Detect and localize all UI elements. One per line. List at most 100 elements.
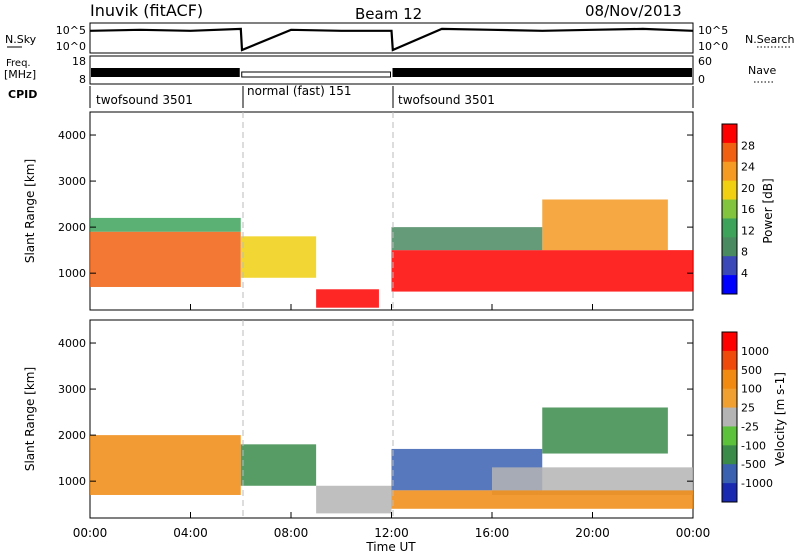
y-tick-label: 1000 — [58, 475, 86, 488]
colorbar-swatch — [722, 388, 737, 409]
colorbar-tick-label: -100 — [741, 439, 766, 452]
colorbar-tick-label: 25 — [741, 402, 755, 415]
colorbar-tick-label: 12 — [741, 224, 755, 237]
velocity-x-ticks: 00:00 04:00 08:00 12:00 16:00 20:00 00:00 — [73, 512, 711, 540]
colorbar-tick-label: 100 — [741, 383, 762, 396]
freq-segments — [91, 68, 692, 78]
colorbar-swatch — [722, 180, 737, 201]
y-tick-label: 3000 — [58, 175, 86, 188]
velocity-bands — [90, 407, 693, 514]
x-tick-label: 20:00 — [575, 526, 610, 540]
colorbar-swatch — [722, 142, 737, 163]
y-tick-label: 1000 — [58, 267, 86, 280]
power-colorbar-label: Power [dB] — [761, 178, 775, 243]
x-tick-label: 00:00 — [73, 526, 108, 540]
velocity-colorbar: 1000 500 100 25 -25 -100 -500 -1000 — [721, 331, 773, 503]
x-tick-label: 04:00 — [173, 526, 208, 540]
y-tick-label: 3000 — [58, 383, 86, 396]
x-tick-label: 00:00 — [676, 526, 711, 540]
nsky-panel: N.Sky 10^5 10^0 10^5 10^0 N.Search — [5, 22, 795, 54]
beam-title: Beam 12 — [355, 5, 422, 23]
colorbar-swatch — [722, 407, 737, 427]
freq-label-top: Freq. — [6, 58, 31, 69]
colorbar-tick-label: 8 — [741, 246, 748, 259]
colorbar-swatch — [722, 237, 737, 257]
nave-tick-top: 60 — [698, 55, 712, 68]
freq-tick-bottom: 8 — [79, 73, 86, 86]
colorbar-swatch — [722, 124, 737, 144]
colorbar-tick-label: 24 — [741, 161, 755, 174]
range-band-4 — [391, 250, 693, 292]
colorbar-tick-label: -500 — [741, 458, 766, 471]
y-tick-label: 4000 — [58, 337, 86, 350]
y-tick-label: 4000 — [58, 129, 86, 142]
colorbar-swatch — [722, 464, 737, 484]
freq-tick-top: 18 — [72, 55, 86, 68]
power-y-ticks: 4000 3000 2000 1000 — [58, 129, 693, 280]
power-ylabel: Slant Range [km] — [23, 159, 37, 263]
date-title: 08/Nov/2013 — [585, 2, 682, 20]
range-band-3 — [316, 289, 379, 308]
cpid-entry-3: twofsound 3501 — [398, 93, 495, 107]
range-band-5 — [542, 199, 668, 251]
velocity-colorbar-label: Velocity [m s-1] — [773, 372, 787, 466]
freq-segment-1 — [241, 71, 391, 78]
colorbar-tick-label: 500 — [741, 364, 762, 377]
freq-segment-0 — [91, 68, 240, 77]
range-band-5 — [542, 407, 668, 454]
power-panel: 4000 3000 2000 1000 Slant Range [km] 28 24 20… — [23, 111, 775, 311]
nsearch-label: N.Search — [745, 33, 795, 46]
colorbar-swatch — [722, 369, 737, 390]
cpid-entry-1: twofsound 3501 — [96, 93, 193, 107]
colorbar-swatch — [722, 426, 737, 446]
nsky-label: N.Sky — [5, 33, 37, 46]
colorbar-swatch — [722, 218, 737, 238]
range-band-0 — [90, 231, 241, 287]
range-band-0 — [90, 435, 241, 495]
nave-tick-bottom: 0 — [698, 73, 705, 86]
colorbar-tick-label: 4 — [741, 267, 748, 280]
colorbar-swatch — [722, 332, 737, 352]
power-x-ticks — [89, 304, 694, 310]
nsky-line — [89, 27, 694, 52]
station-title: Inuvik (fitACF) — [90, 1, 203, 20]
colorbar-swatch — [722, 350, 737, 371]
x-tick-label: 12:00 — [374, 526, 409, 540]
y-tick-label: 2000 — [58, 221, 86, 234]
power-colorbar: 28 24 20 16 12 8 4 — [721, 123, 755, 295]
velocity-ylabel: Slant Range [km] — [23, 367, 37, 471]
range-band-6 — [391, 227, 543, 251]
colorbar-swatch — [722, 483, 737, 503]
colorbar-tick-label: 1000 — [741, 345, 769, 358]
y-tick-label: 2000 — [58, 429, 86, 442]
colorbar-frame — [721, 123, 738, 295]
x-tick-label: 16:00 — [475, 526, 510, 540]
colorbar-swatch — [722, 445, 737, 465]
nsearch-tick-top: 10^5 — [698, 24, 728, 37]
x-tick-label: 08:00 — [274, 526, 309, 540]
colorbar-swatch — [722, 275, 737, 295]
power-bands — [90, 199, 693, 308]
nsky-frame — [89, 22, 694, 54]
freq-segment-2 — [392, 68, 692, 77]
range-band-6 — [391, 490, 693, 509]
nsky-tick-top: 10^5 — [56, 24, 86, 37]
range-band-1 — [240, 444, 317, 486]
velocity-y-ticks: 4000 3000 2000 1000 — [58, 337, 693, 488]
colorbar-swatch — [722, 161, 737, 182]
nsearch-tick-bottom: 10^0 — [698, 40, 728, 53]
colorbar-swatch — [722, 256, 737, 276]
colorbar-tick-label: 16 — [741, 203, 755, 216]
velocity-panel: 4000 3000 2000 1000 00:00 04:00 08:00 12:00 16:… — [23, 319, 787, 554]
colorbar-tick-label: 28 — [741, 139, 755, 152]
cpid-entry-2: normal (fast) 151 — [247, 84, 351, 98]
nsky-tick-bottom: 10^0 — [56, 40, 86, 53]
colorbar-tick-label: -25 — [741, 420, 759, 433]
colorbar-tick-label: -1000 — [741, 477, 773, 490]
cpid-label: CPID — [8, 88, 37, 101]
x-axis-label: Time UT — [365, 540, 416, 554]
range-band-1 — [90, 217, 241, 232]
freq-panel: Freq. [MHz] 18 8 60 0 Nave — [4, 55, 776, 86]
cpid-row: CPID twofsound 3501 normal (fast) 151 tw… — [8, 84, 694, 108]
